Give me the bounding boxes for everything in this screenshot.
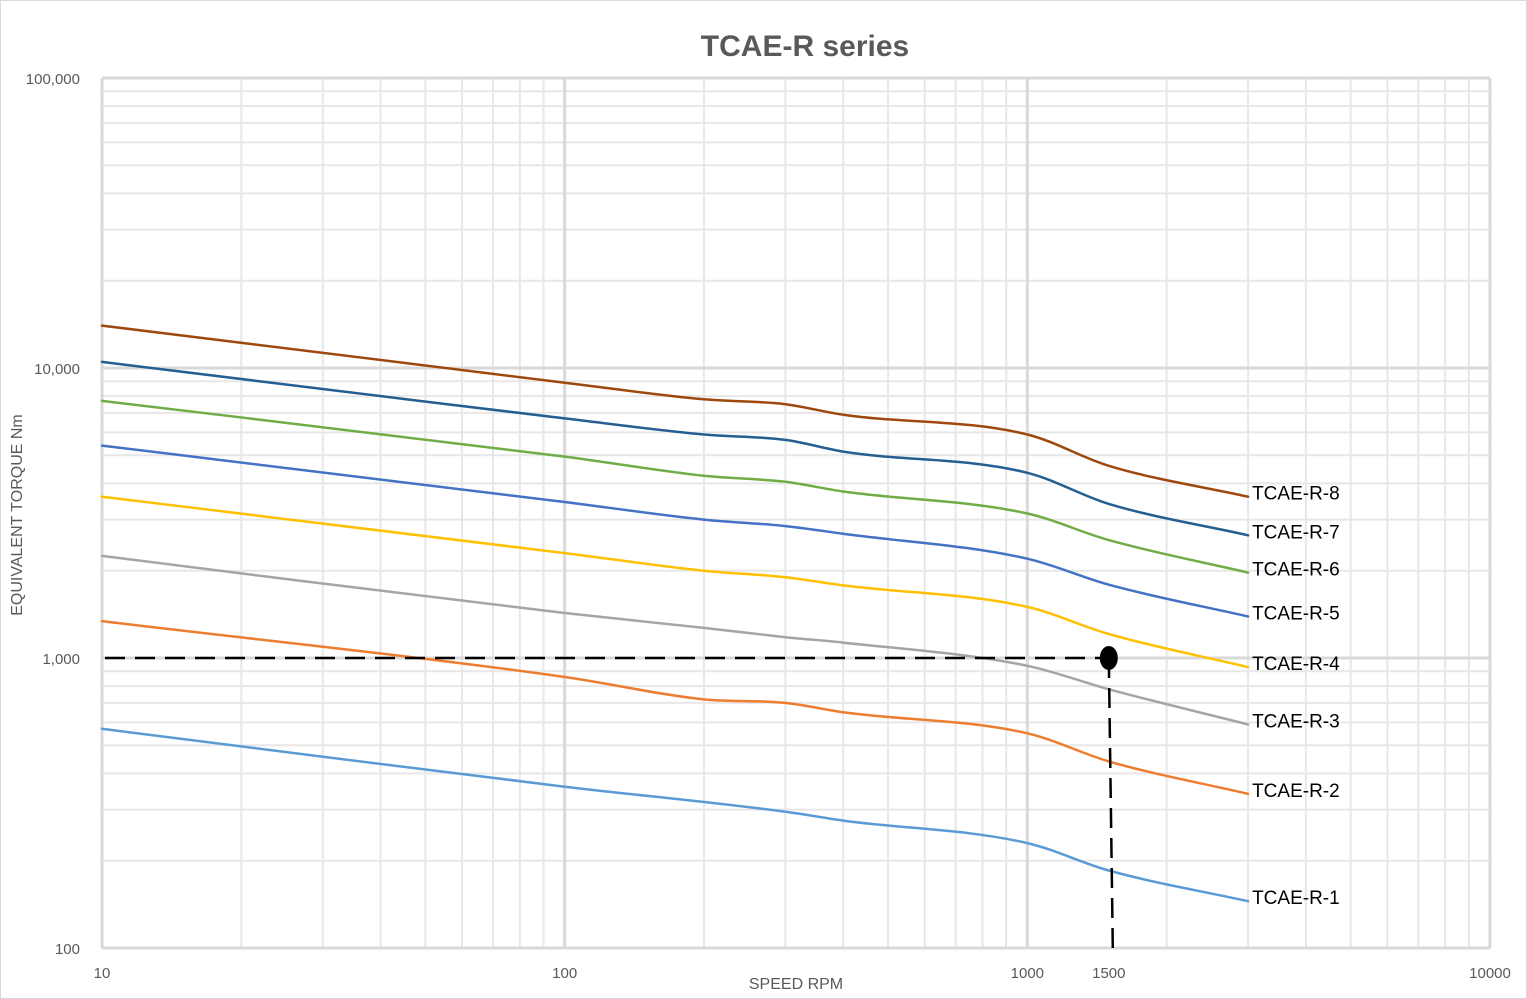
annotation-marker xyxy=(1099,646,1118,670)
series-label-tcae-r-7: TCAE-R-7 xyxy=(1252,522,1340,543)
y-axis-label: EQUIVALENT TORQUE Nm xyxy=(9,414,26,616)
y-tick-label: 1,000 xyxy=(42,651,80,668)
x-tick-label: 1000 xyxy=(1011,965,1044,982)
x-tick-label: 10 xyxy=(94,965,111,982)
series-label-tcae-r-5: TCAE-R-5 xyxy=(1252,604,1340,625)
x-axis-ticks: 10 100 1000 1500 10000 xyxy=(94,965,1511,982)
series-label-tcae-r-1: TCAE-R-1 xyxy=(1252,888,1340,909)
series-labels: TCAE-R-1 TCAE-R-2 TCAE-R-3 TCAE-R-4 TCAE-R-5… xyxy=(1252,484,1340,910)
x-tick-label: 100 xyxy=(552,965,577,982)
series-line-tcae-r-5 xyxy=(100,444,1250,618)
chart-title: TCAE-R series xyxy=(701,30,909,63)
series-label-tcae-r-6: TCAE-R-6 xyxy=(1252,560,1340,581)
series-lines xyxy=(100,324,1250,903)
x-tick-label: 1500 xyxy=(1092,965,1125,982)
series-label-tcae-r-2: TCAE-R-2 xyxy=(1252,781,1340,802)
series-line-tcae-r-6 xyxy=(100,399,1250,574)
annotation-vertical-dashed-line xyxy=(1107,657,1115,949)
series-line-tcae-r-3 xyxy=(100,554,1250,726)
annotation xyxy=(105,646,1118,949)
y-tick-label: 10,000 xyxy=(34,361,80,378)
series-line-tcae-r-8 xyxy=(100,324,1250,498)
series-label-tcae-r-4: TCAE-R-4 xyxy=(1252,654,1340,675)
x-axis-label: SPEED RPM xyxy=(749,976,843,993)
series-line-tcae-r-7 xyxy=(100,360,1250,537)
y-tick-label: 100 xyxy=(55,941,80,958)
x-tick-label: 10000 xyxy=(1469,965,1511,982)
series-line-tcae-r-4 xyxy=(100,495,1250,669)
series-line-tcae-r-2 xyxy=(100,619,1250,796)
y-axis-ticks: 100 1,000 10,000 100,000 xyxy=(26,71,80,958)
series-label-tcae-r-8: TCAE-R-8 xyxy=(1252,484,1340,505)
series-line-tcae-r-1 xyxy=(100,727,1250,903)
y-tick-label: 100,000 xyxy=(26,71,80,88)
series-label-tcae-r-3: TCAE-R-3 xyxy=(1252,711,1340,732)
